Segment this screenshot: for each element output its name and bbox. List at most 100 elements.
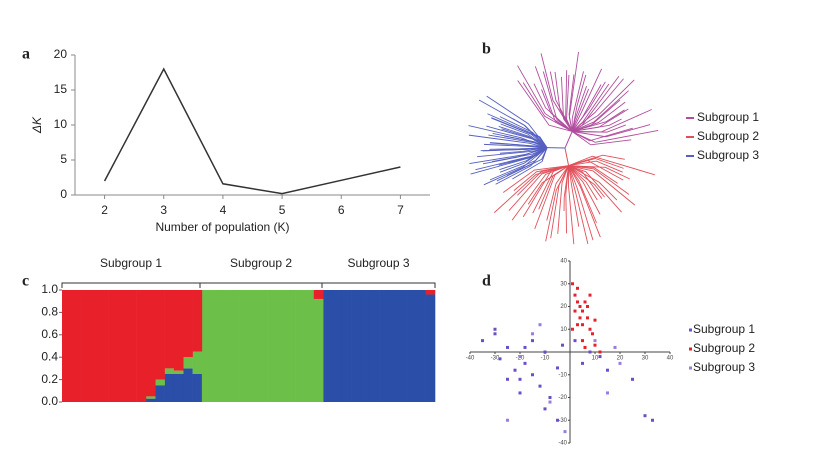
bar-segment <box>341 290 352 402</box>
scatter-point <box>598 355 602 359</box>
scatter-point <box>523 345 527 349</box>
bar-segment <box>136 290 147 402</box>
scatter-point <box>531 373 534 377</box>
scatter-point <box>581 309 584 313</box>
bar-segment <box>211 290 221 402</box>
tree-branch <box>490 142 548 149</box>
tree-branch <box>571 68 603 132</box>
group-label: Subgroup 3 <box>347 256 409 270</box>
bar-segment <box>379 290 389 402</box>
tree-branch <box>513 165 569 191</box>
scatter-point <box>576 286 579 290</box>
legend-label: Subgroup 3 <box>693 360 755 374</box>
bar-segment <box>285 290 296 402</box>
bar-segment <box>313 290 324 299</box>
tree-branch <box>557 165 570 234</box>
legend-marker <box>689 347 692 351</box>
tree-branch <box>568 165 601 238</box>
bar-segment <box>425 290 436 295</box>
panel-label: c <box>22 273 29 290</box>
y-tick-label: -10 <box>558 372 567 378</box>
bar-segment <box>323 290 333 402</box>
scatter-point <box>573 309 577 313</box>
scatter-point <box>618 361 622 365</box>
scatter-point <box>573 339 577 343</box>
tree-branch <box>522 82 573 132</box>
group-bracket <box>199 282 323 288</box>
bar-segment <box>117 290 128 402</box>
scatter-point <box>588 350 592 354</box>
tree-branch <box>568 165 580 227</box>
scatter-point <box>543 407 547 411</box>
tree-branch <box>545 165 569 242</box>
bar-segment <box>407 290 417 402</box>
scatter-point <box>651 418 654 422</box>
y-tick-label: 20 <box>560 304 567 310</box>
scatter-point <box>561 343 564 347</box>
scatter-point <box>578 316 582 320</box>
legend-marker <box>689 328 692 332</box>
tree-branch <box>571 71 584 132</box>
tree-branch <box>489 147 548 150</box>
tree-branch <box>527 165 569 205</box>
tree-branch <box>564 131 573 149</box>
tree-branch <box>568 165 589 245</box>
scatter-point <box>548 396 552 399</box>
bar-segment <box>164 290 175 369</box>
tree-branch <box>571 79 635 132</box>
y-tick-label: 10 <box>560 327 567 333</box>
y-tick-label: 0.0 <box>41 394 58 408</box>
tree-branch <box>517 80 573 132</box>
scatter-point <box>578 305 582 308</box>
scatter-point <box>581 361 584 365</box>
tree-branch <box>568 165 636 206</box>
x-tick-label: 6 <box>338 203 345 217</box>
bar-segment <box>164 368 175 374</box>
scatter-point <box>523 361 527 365</box>
scatter-point <box>543 350 547 354</box>
bar-segment <box>155 385 165 402</box>
tree-branch <box>568 165 598 201</box>
tree-branch <box>568 165 618 201</box>
x-tick-label: -30 <box>491 356 500 362</box>
bar-segment <box>173 370 184 374</box>
tree-branch <box>494 165 569 213</box>
group-label: Subgroup 2 <box>230 256 292 270</box>
y-axis-title: ΔK <box>30 116 44 134</box>
panel-label: a <box>22 46 30 63</box>
x-tick-label: -10 <box>541 356 550 362</box>
scatter-point <box>571 327 574 331</box>
bar-segment <box>173 290 184 371</box>
bar-segment <box>62 290 72 402</box>
tree-branch <box>468 134 548 149</box>
bar-segment <box>220 290 231 402</box>
bar-segment <box>201 290 212 402</box>
scatter-point <box>556 366 559 370</box>
scatter-point <box>518 377 522 381</box>
bar-segment <box>71 290 81 402</box>
group-bracket <box>61 282 201 288</box>
y-tick-label: 10 <box>54 117 68 131</box>
tree-branch <box>512 118 548 149</box>
tree-branch <box>499 147 548 154</box>
tree-branch <box>541 89 573 132</box>
tree-branch <box>498 147 548 166</box>
scatter-point <box>588 327 592 331</box>
tree-branch <box>566 74 573 132</box>
bar-segment <box>164 374 175 402</box>
scatter-point <box>531 339 534 343</box>
tree-branch <box>511 165 569 221</box>
y-tick-label: 15 <box>54 82 68 96</box>
tree-branch <box>546 165 569 221</box>
scatter-point <box>606 391 609 395</box>
bar-segment <box>173 374 184 402</box>
scatter-point <box>576 300 579 304</box>
scatter-point <box>631 377 634 381</box>
bar-segment <box>183 290 193 358</box>
tree-branch <box>560 76 573 132</box>
scatter-point <box>598 350 602 354</box>
scatter-point <box>588 293 592 297</box>
bar-segment <box>360 290 371 402</box>
